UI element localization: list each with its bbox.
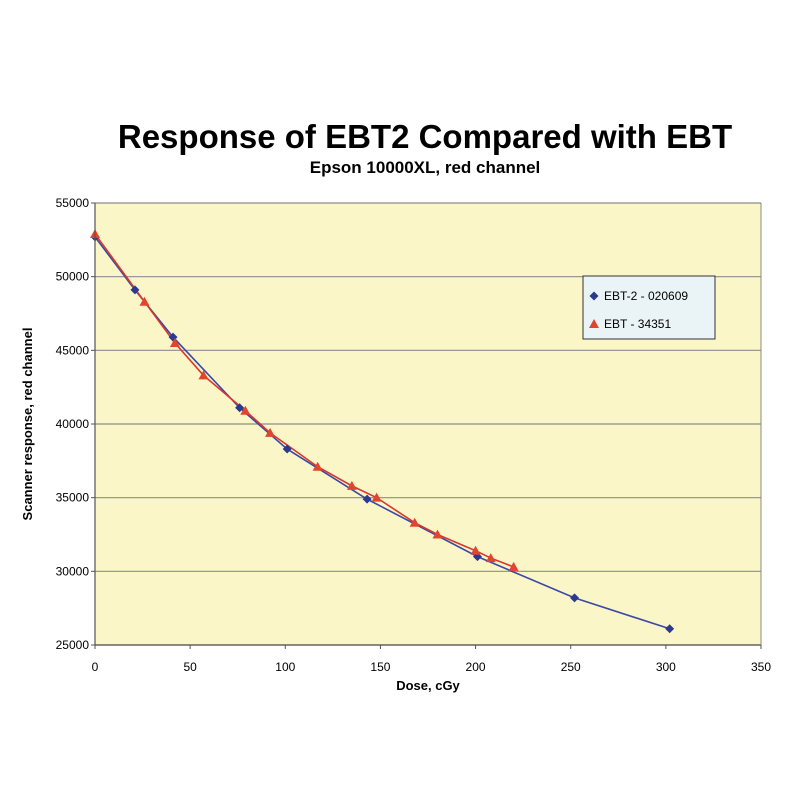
legend-marker-2	[589, 319, 599, 328]
data-point-1	[130, 285, 140, 295]
series-markers	[90, 228, 675, 634]
x-axis-label: Dose, cGy	[396, 678, 460, 693]
data-point-2	[265, 427, 276, 437]
y-tick-label: 45000	[56, 343, 90, 357]
legend: EBT-2 - 020609 EBT - 34351	[582, 275, 716, 340]
data-point-2	[198, 370, 209, 380]
y-tick-label: 35000	[56, 491, 90, 505]
data-point-2	[432, 529, 443, 539]
x-tick-label: 200	[466, 660, 486, 674]
data-point-2	[240, 405, 251, 415]
data-point-2	[409, 517, 420, 527]
x-tick-label: 0	[92, 660, 99, 674]
data-point-1	[282, 444, 292, 454]
y-tick-labels: 25000 30000 35000 40000 45000 50000 55000	[56, 196, 90, 652]
data-point-2	[371, 492, 382, 502]
y-tick-label: 55000	[56, 196, 90, 210]
data-point-2	[139, 296, 150, 306]
data-point-2	[346, 480, 357, 490]
data-point-2	[485, 553, 496, 563]
x-tick-label: 300	[656, 660, 676, 674]
series-line-2	[94, 233, 514, 568]
data-point-2	[508, 561, 519, 571]
x-tick-label: 50	[183, 660, 197, 674]
y-tick-label: 25000	[56, 638, 90, 652]
data-point-1	[665, 624, 675, 634]
y-axis-label: Scanner response, red channel	[20, 328, 35, 521]
chart-title: Response of EBT2 Compared with EBT	[117, 118, 733, 155]
y-tick-label: 50000	[56, 270, 90, 284]
data-point-1	[235, 403, 245, 413]
y-tick-label: 30000	[56, 564, 90, 578]
data-point-2	[312, 461, 323, 471]
data-point-2	[169, 337, 180, 347]
y-tick-label: 40000	[56, 417, 90, 431]
x-tick-labels: 0 50 100 150 200 250 300 350	[92, 660, 772, 674]
legend-marker-1	[589, 291, 599, 301]
x-tick-label: 150	[370, 660, 390, 674]
x-tick-label: 250	[561, 660, 581, 674]
x-tick-label: 350	[751, 660, 771, 674]
x-tick-label: 100	[275, 660, 295, 674]
legend-label-2: EBT - 34351	[604, 317, 671, 331]
legend-label-1: EBT-2 - 020609	[604, 289, 688, 303]
legend-box	[582, 275, 716, 340]
chart-subtitle: Epson 10000XL, red channel	[309, 158, 541, 177]
data-point-1	[362, 494, 372, 504]
data-point-1	[570, 593, 580, 603]
data-point-2	[470, 545, 481, 555]
axes	[91, 202, 762, 649]
